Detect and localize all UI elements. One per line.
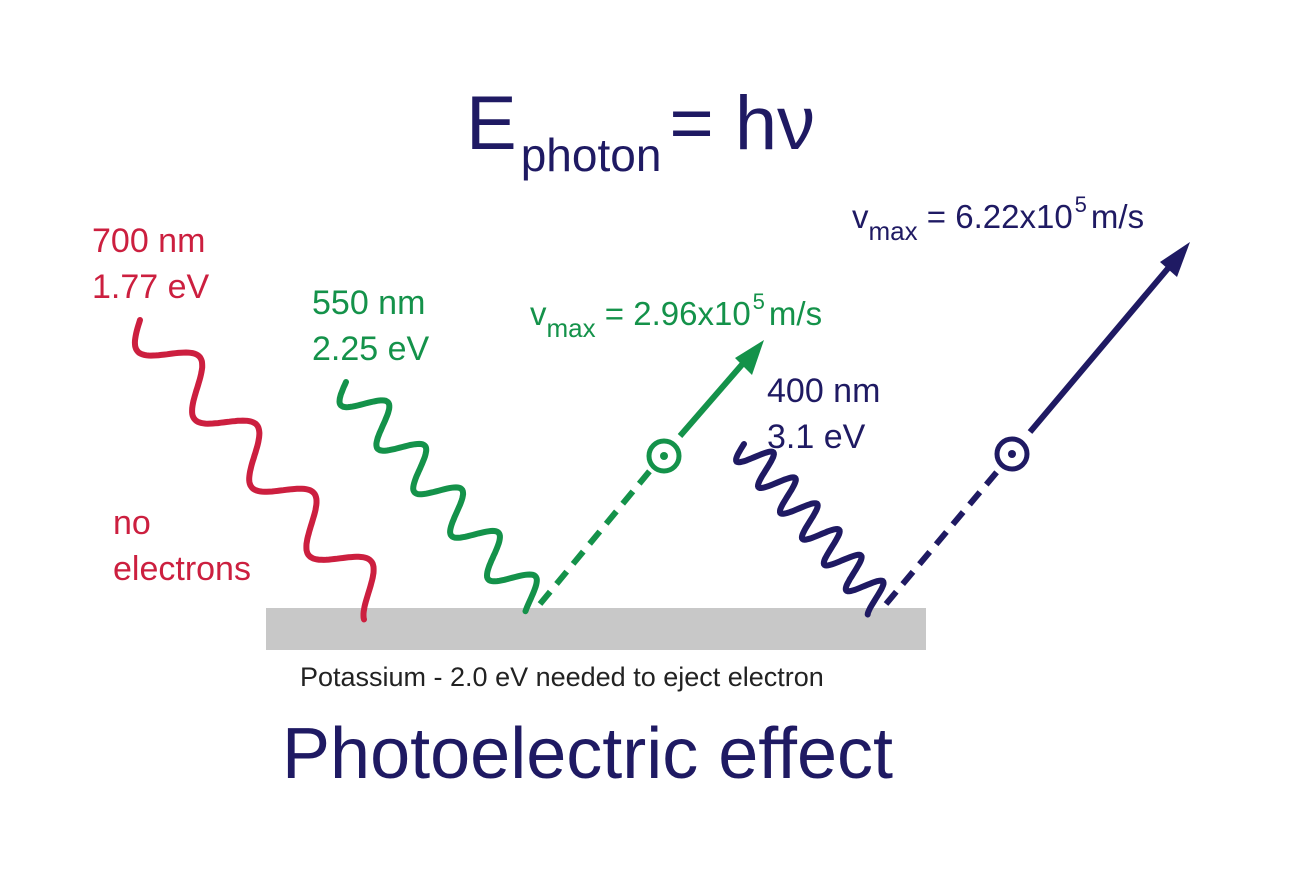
- equation-rhs: = hν: [669, 81, 816, 166]
- blue-light-label: 400 nm 3.1 eV: [767, 368, 880, 460]
- green-electron-icon: [646, 438, 682, 474]
- diagram-title: Photoelectric effect: [282, 714, 894, 794]
- green-light-label: 550 nm 2.25 eV: [312, 280, 429, 372]
- green-photon-wave: [336, 379, 540, 615]
- blue-wavelength: 400 nm: [767, 372, 881, 410]
- green-v-symbol: v: [530, 295, 547, 332]
- green-v-subscript: max: [546, 313, 596, 343]
- green-v-value: = 2.96x10: [604, 295, 751, 332]
- green-electron-center: [660, 452, 668, 460]
- green-v-unit: m/s: [768, 295, 823, 332]
- blue-electron-path: [883, 242, 1190, 606]
- green-velocity-arrow: [677, 358, 749, 438]
- photon-energy-equation: Ephoton = hν: [466, 86, 815, 179]
- plate-caption: Potassium - 2.0 eV needed to eject elect…: [300, 662, 824, 692]
- blue-v-unit: m/s: [1090, 198, 1145, 235]
- potassium-plate: [266, 608, 926, 650]
- equation-subscript: photon: [520, 129, 662, 181]
- equation-symbol: E: [466, 81, 517, 166]
- green-v-exponent: 5: [752, 289, 765, 314]
- green-arrowhead-icon: [735, 340, 764, 375]
- blue-v-exponent: 5: [1074, 192, 1087, 217]
- no-electrons-line2: electrons: [113, 550, 251, 588]
- green-wavelength: 550 nm: [312, 284, 426, 322]
- green-dashed-trajectory: [537, 465, 656, 606]
- blue-photon-wave: [733, 441, 887, 618]
- blue-energy: 3.1 eV: [767, 418, 866, 456]
- red-energy: 1.77 eV: [92, 268, 210, 306]
- green-electron-path: [537, 340, 764, 606]
- blue-max-velocity: vmax = 6.22x105 m/s: [852, 194, 1145, 245]
- green-max-velocity: vmax = 2.96x105 m/s: [530, 291, 823, 342]
- blue-v-symbol: v: [852, 198, 869, 235]
- blue-velocity-arrow: [1027, 264, 1173, 434]
- blue-dashed-trajectory: [883, 465, 1004, 606]
- red-light-label: 700 nm 1.77 eV: [92, 218, 209, 310]
- blue-v-value: = 6.22x10: [926, 198, 1073, 235]
- red-photon-wave: [131, 317, 377, 623]
- blue-v-subscript: max: [868, 216, 918, 246]
- blue-electron-icon: [994, 436, 1030, 472]
- red-wavelength: 700 nm: [92, 222, 206, 260]
- blue-arrowhead-icon: [1160, 242, 1190, 277]
- no-electrons-line1: no: [113, 504, 151, 542]
- green-energy: 2.25 eV: [312, 330, 430, 368]
- blue-electron-center: [1008, 450, 1016, 458]
- no-electrons-label: no electrons: [113, 500, 251, 592]
